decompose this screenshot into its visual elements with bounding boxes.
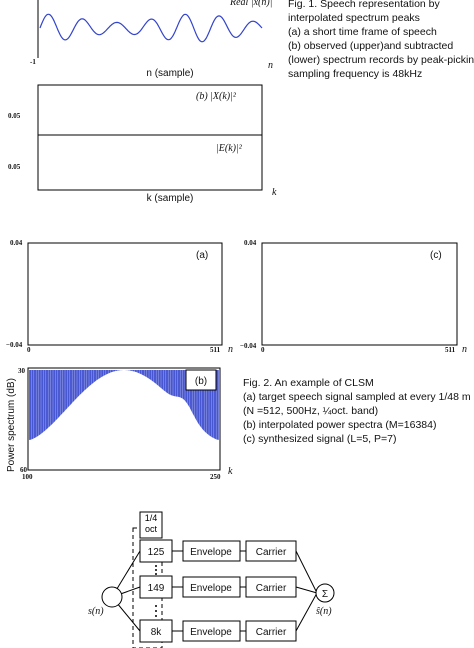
tick: 511 xyxy=(210,346,221,354)
caption: Fig. 1. Speech representation by interpol… xyxy=(288,0,474,80)
diagram: 125 Envelope Carrier 149 Envelope Carrier 8k En… xyxy=(111,539,318,643)
tick: 511 xyxy=(445,346,456,354)
band-label: 125 xyxy=(148,547,165,558)
x-symbol: k xyxy=(272,187,277,198)
tick: 0 xyxy=(27,346,31,354)
top-label: Real |x(n)| xyxy=(229,0,272,8)
ellipsis-dot xyxy=(155,573,157,575)
tick: 30 xyxy=(18,367,26,375)
caption-line: interpolated spectrum peaks xyxy=(288,12,420,24)
carrier-label: Carrier xyxy=(256,627,287,638)
carrier-label: Carrier xyxy=(256,547,287,558)
caption-line: (N =512, 500Hz, ¼oct. band) xyxy=(243,405,378,417)
header: 1/4 oct xyxy=(144,513,158,534)
connector xyxy=(295,592,318,632)
split-node xyxy=(101,586,123,608)
tick: 0.04 xyxy=(10,239,23,247)
ellipsis-dot xyxy=(155,605,157,607)
x-symbol: n xyxy=(228,344,233,355)
x-symbol: k xyxy=(228,466,233,477)
y-tick: 0.05 xyxy=(8,163,21,171)
ellipsis-dot xyxy=(155,565,157,567)
sum-node xyxy=(315,583,335,603)
header-box xyxy=(139,511,163,539)
x-label: n (sample) xyxy=(146,68,193,79)
x-symbol: n xyxy=(268,60,273,71)
tick: 100 xyxy=(22,473,33,481)
panel-label: (c) xyxy=(430,250,442,261)
panel-label: (b) xyxy=(195,376,207,387)
ellipsis-dot xyxy=(155,569,157,571)
envelope-label: Envelope xyxy=(190,583,232,594)
output: ŝ(n) xyxy=(316,606,332,617)
connector xyxy=(295,586,318,594)
caption-line: Fig. 2. An example of CLSM xyxy=(243,377,374,389)
caption-line: (c) synthesized signal (L=5, P=7) xyxy=(243,433,397,445)
band-label: 149 xyxy=(148,583,165,594)
spectrum-area xyxy=(29,370,219,440)
envelope-label: Envelope xyxy=(190,547,232,558)
band-header: 1/4 oct xyxy=(144,513,158,534)
carrier-label: Carrier xyxy=(256,583,287,594)
x-label: k (sample) xyxy=(147,193,194,204)
caption-line: sampling frequency is 48kHz xyxy=(288,68,422,80)
caption-line: (b) interpolated power spectra (M=16384) xyxy=(243,419,436,431)
caption: Fig. 2. An example of CLSM (a) target spe… xyxy=(243,377,471,445)
tick: 60 xyxy=(20,466,28,474)
band-label: 8k xyxy=(151,627,163,638)
tick: −0.04 xyxy=(240,342,257,350)
envelope-label: Envelope xyxy=(190,627,232,638)
panel-label: |E(k)|² xyxy=(216,143,243,154)
caption-line: (b) observed (upper)and subtracted xyxy=(288,40,453,52)
panel-label: (a) xyxy=(196,250,208,261)
tick: 250 xyxy=(210,473,221,481)
spectrum-box xyxy=(37,84,263,191)
connector xyxy=(295,550,318,594)
tick: 0.04 xyxy=(244,239,257,247)
ellipsis-dot xyxy=(155,610,157,612)
input: s(n) xyxy=(88,606,104,617)
sum: Σ xyxy=(322,589,328,600)
caption-line: Fig. 1. Speech representation by xyxy=(288,0,441,10)
panel-a xyxy=(27,242,223,346)
tick: 0 xyxy=(261,346,265,354)
caption-line: (a) a short time frame of speech xyxy=(288,26,437,38)
ellipsis-dot xyxy=(155,615,157,617)
caption-line: (lower) spectrum records by peak-picking xyxy=(288,54,474,66)
caption-line: (a) target speech signal sampled at ever… xyxy=(243,391,471,403)
panel-c xyxy=(261,242,458,346)
waveform xyxy=(39,13,263,43)
y-label: Power spectrum (dB) xyxy=(6,378,17,472)
tick: −0.04 xyxy=(6,341,23,349)
x-symbol: n xyxy=(462,344,467,355)
panel-label: (b) |X(k)|² xyxy=(196,91,237,102)
label-box xyxy=(185,369,217,391)
y-tick: -1 xyxy=(30,58,36,66)
y-tick: 0.05 xyxy=(8,112,21,120)
